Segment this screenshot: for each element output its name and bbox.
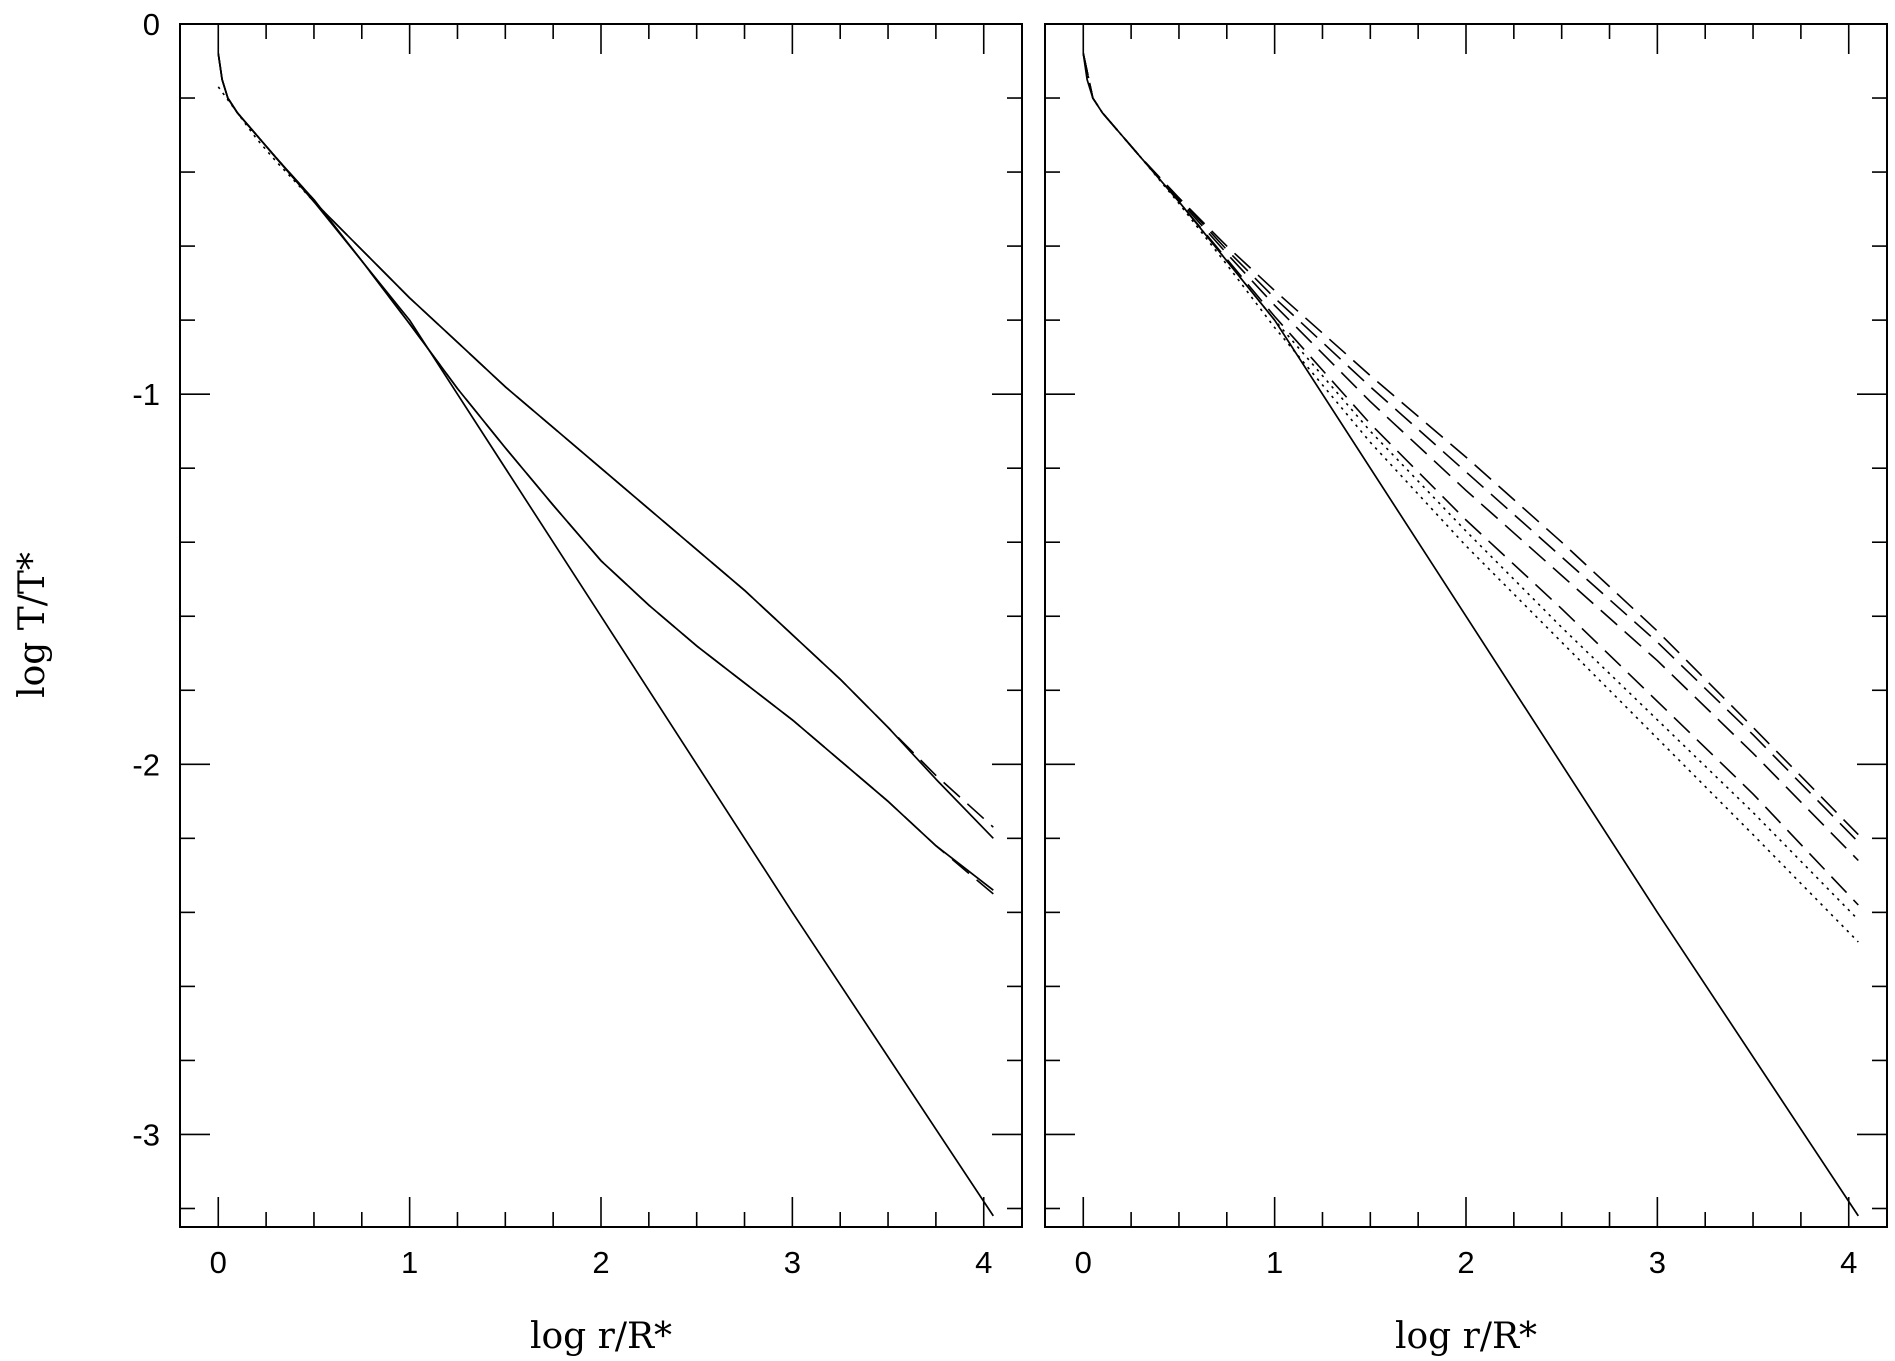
left-x-tick-label: 1 <box>401 1245 418 1280</box>
right-series-dashed-line <box>1082 53 1859 843</box>
left-plot-frame <box>179 23 1023 1228</box>
left-y-tick-label: -3 <box>132 1117 160 1152</box>
right-ticks <box>1045 23 1887 1227</box>
right-series-solid-line <box>1082 53 1860 1217</box>
left-x-axis-title: log r/R* <box>530 1316 672 1357</box>
left-x-tick-label: 3 <box>784 1245 801 1280</box>
left-x-tick-label: 4 <box>975 1245 992 1280</box>
right-tick-labels: 0 1 2 3 4 <box>1075 1245 1858 1280</box>
left-series-solid-line <box>217 53 995 1217</box>
y-axis-title: log T/T* <box>12 552 53 698</box>
right-x-tick-label: 2 <box>1457 1245 1474 1280</box>
left-ticks <box>180 23 1022 1227</box>
right-x-tick-label: 0 <box>1075 1245 1092 1280</box>
left-series-solid-line <box>217 53 994 839</box>
left-tick-labels: 0 1 2 3 4 0 -1 -2 -3 <box>132 7 992 1280</box>
left-x-tick-label: 0 <box>210 1245 227 1280</box>
right-x-tick-label: 1 <box>1266 1245 1283 1280</box>
right-x-axis-title: log r/R* <box>1395 1316 1537 1357</box>
right-series-dotted-line <box>1082 53 1859 943</box>
left-panel: 0 1 2 3 4 0 -1 -2 -3 log r/R* log T/T* <box>12 7 1023 1357</box>
right-panel: 0 1 2 3 4 log r/R* <box>1044 23 1888 1357</box>
left-series <box>217 53 995 1217</box>
left-y-tick-label: -1 <box>132 377 160 412</box>
right-x-tick-label: 3 <box>1649 1245 1666 1280</box>
left-series-dashed-line <box>227 97 994 828</box>
right-series-dashed-line <box>1082 53 1859 836</box>
right-series <box>1082 53 1860 1217</box>
right-series-dotted-line <box>1082 53 1859 921</box>
left-x-tick-label: 2 <box>592 1245 609 1280</box>
left-series-dashed-line <box>227 97 994 895</box>
right-series-dashed-line <box>1082 53 1859 906</box>
right-plot-frame <box>1044 23 1888 1228</box>
right-series-dashed-line <box>1082 53 1859 862</box>
right-x-tick-label: 4 <box>1840 1245 1857 1280</box>
left-y-tick-label: -2 <box>132 747 160 782</box>
left-y-tick-label: 0 <box>143 7 160 42</box>
